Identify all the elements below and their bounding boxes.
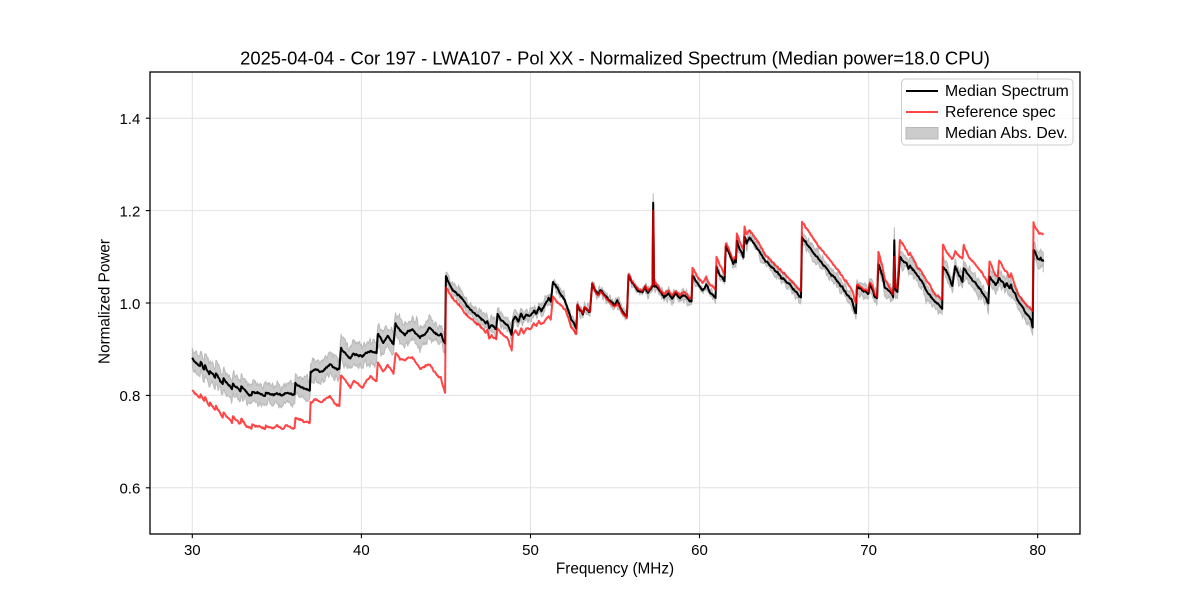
- svg-text:70: 70: [860, 542, 877, 559]
- svg-text:Median Abs. Dev.: Median Abs. Dev.: [945, 125, 1068, 142]
- svg-text:1.4: 1.4: [119, 111, 140, 128]
- svg-text:60: 60: [691, 542, 708, 559]
- svg-text:1.0: 1.0: [119, 296, 140, 313]
- svg-text:40: 40: [353, 542, 370, 559]
- svg-text:Reference spec: Reference spec: [945, 104, 1056, 121]
- svg-text:Normalized Power: Normalized Power: [97, 239, 114, 364]
- svg-text:Frequency (MHz): Frequency (MHz): [556, 560, 674, 577]
- svg-text:2025-04-04 - Cor 197 - LWA107: 2025-04-04 - Cor 197 - LWA107 - Pol XX -…: [240, 48, 990, 69]
- svg-text:0.6: 0.6: [119, 481, 140, 498]
- svg-text:Median Spectrum: Median Spectrum: [945, 83, 1069, 100]
- svg-text:80: 80: [1029, 542, 1046, 559]
- svg-text:0.8: 0.8: [119, 388, 140, 405]
- svg-text:1.2: 1.2: [119, 203, 140, 220]
- svg-text:50: 50: [522, 542, 539, 559]
- svg-text:30: 30: [184, 542, 201, 559]
